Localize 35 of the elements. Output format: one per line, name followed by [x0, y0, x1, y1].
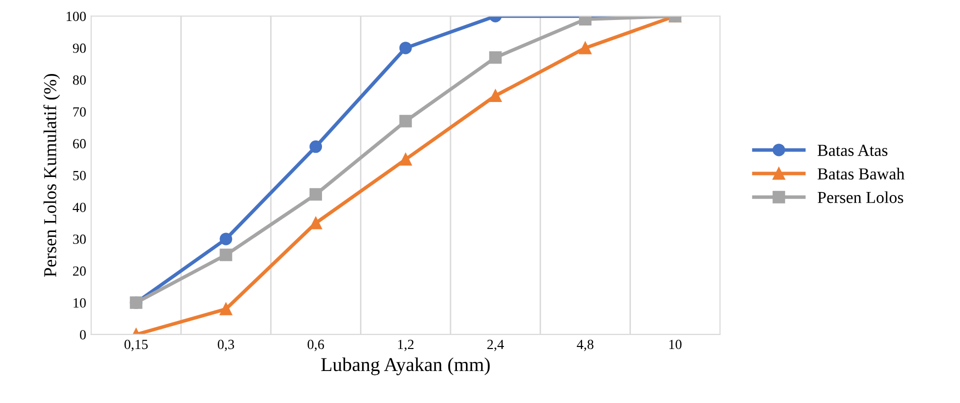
x-tick-label: 0,15 — [124, 340, 148, 352]
point — [310, 216, 322, 230]
x-tick-label: 10 — [669, 340, 682, 350]
point — [579, 42, 592, 54]
point — [489, 89, 502, 102]
x-tick-label: 2,4 — [487, 340, 504, 352]
y-tick-label: 40 — [72, 202, 86, 212]
x-tick-label: 0,6 — [308, 340, 324, 352]
point — [399, 114, 412, 128]
y-tick-label: 0 — [80, 330, 86, 340]
point — [399, 153, 412, 166]
y-tick-label: 60 — [73, 139, 86, 148]
y-axis-title: Persen Lolos Kumulatif (%) — [43, 74, 60, 277]
y-tick-label: 90 — [72, 44, 86, 53]
y-tick-label: 20 — [73, 266, 86, 276]
legend-label: Batas Atas — [818, 144, 888, 156]
y-tick-label: 10 — [74, 298, 86, 308]
point — [489, 51, 502, 64]
legend-label: Batas Bawah — [818, 168, 904, 180]
y-tick-label: 70 — [73, 107, 86, 117]
point — [310, 140, 322, 153]
point — [220, 248, 232, 262]
point — [220, 302, 232, 316]
point — [310, 188, 322, 201]
x-tick-label: 1,2 — [398, 340, 414, 352]
legend-label: Persen Lolos — [818, 191, 904, 204]
x-tick-label: 0,3 — [218, 340, 234, 352]
y-tick-label: 50 — [73, 170, 86, 180]
point — [220, 232, 232, 246]
point — [399, 42, 412, 54]
y-tick-label: 30 — [73, 234, 86, 244]
y-tick-label: 100 — [66, 12, 86, 22]
x-axis-title: Lubang Ayakan (mm) — [321, 358, 490, 376]
x-tick-label: 4,8 — [576, 340, 594, 352]
y-tick-label: 80 — [72, 75, 86, 85]
